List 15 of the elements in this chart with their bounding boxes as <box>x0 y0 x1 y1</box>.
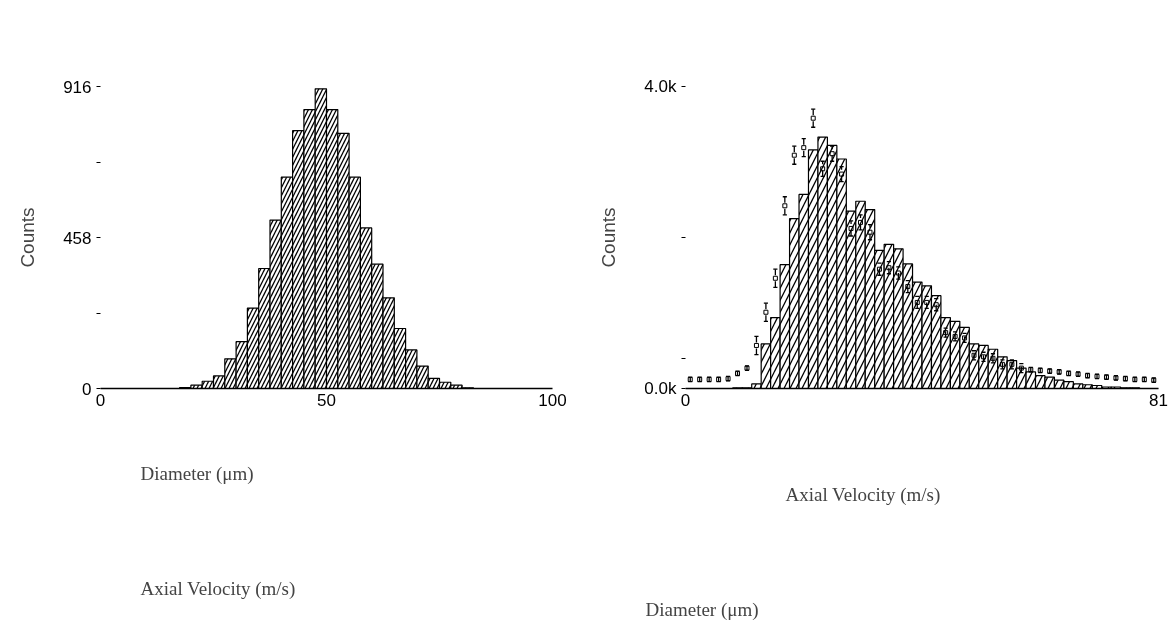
x-axis-title: Axial Velocity (m/s) <box>785 484 941 506</box>
y-tick-label: 4.0k <box>644 77 677 96</box>
y-axis-title: Counts <box>598 207 620 268</box>
y-tick-label: 0.0k <box>644 379 677 398</box>
x-tick-label: 81 <box>1149 390 1168 410</box>
x-tick-label: 0 <box>680 390 691 410</box>
text: Axial Velocity (m/s) <box>140 578 296 600</box>
x-tick-label: 50 <box>317 390 336 410</box>
text: Diameter (μm) <box>645 599 759 621</box>
y-axis-title: Counts <box>17 207 39 268</box>
y-tick-label: 458 <box>63 228 92 248</box>
x-tick-label: 0 <box>95 390 106 410</box>
x-axis-title: Diameter (μm) <box>140 463 254 485</box>
y-tick-label: 916 <box>63 77 92 97</box>
x-tick-label: 100 <box>538 390 567 410</box>
